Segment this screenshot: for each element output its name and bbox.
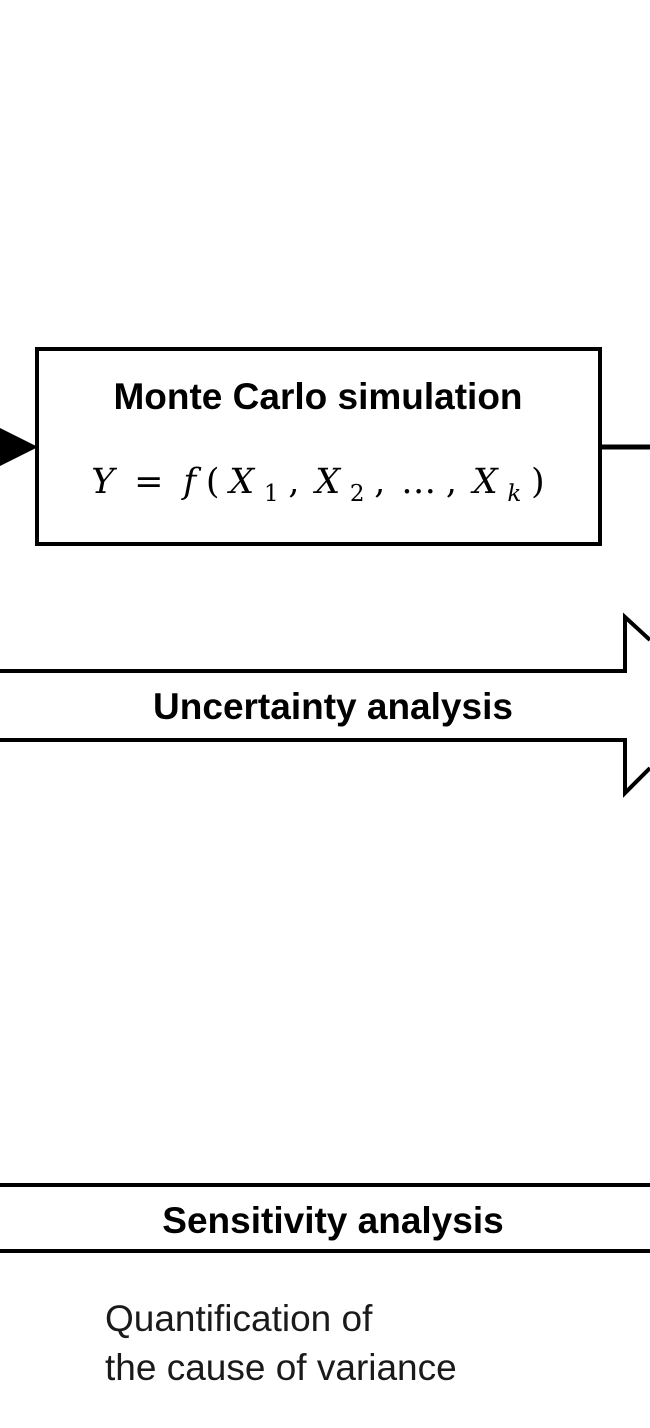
sensitivity-description: Quantification of the cause of variance [105,1298,457,1388]
simulation-box: Monte Carlo simulation Y = f ( X 1 , X 2… [35,347,602,546]
formula-last-input-subscript: k [507,481,521,507]
formula-ellipsis: … [401,462,436,502]
input-arrow-head [0,428,38,466]
formula-last-input-symbol: X [470,462,500,502]
input-arrow [0,428,38,466]
formula-output: Y [91,462,117,502]
simulation-formula: Y = f ( X 1 , X 2 , … , X k ) [91,462,544,509]
uncertainty-arrow-label: Uncertainty analysis [153,686,513,727]
formula-input-1-subscript: 1 [264,481,279,507]
formula-input-2-symbol: X [312,462,342,502]
simulation-box-title: Monte Carlo simulation [113,376,522,417]
formula-input-1-symbol: X [226,462,256,502]
uncertainty-arrow: Uncertainty analysis [0,612,650,798]
formula-equals: = [134,462,163,502]
sensitivity-band: Sensitivity analysis [0,1183,650,1253]
sensitivity-band-label: Sensitivity analysis [162,1200,503,1241]
uncertainty-arrow-shape [0,612,650,798]
formula-function: f [180,462,202,502]
description-line-2: the cause of variance [105,1347,457,1388]
formula-open-paren: ( [206,462,220,502]
formula-input-2-subscript: 2 [350,481,365,507]
formula-close-paren: ) [531,462,545,502]
description-line-1: Quantification of [105,1298,373,1339]
